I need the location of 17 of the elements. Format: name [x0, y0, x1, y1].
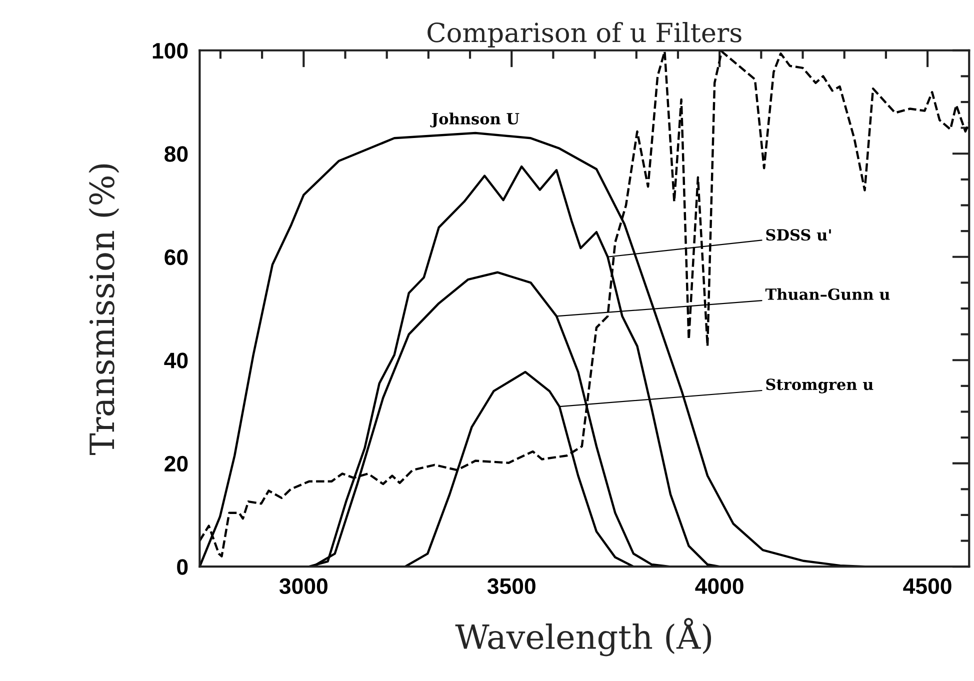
- y-tick-label: 60: [164, 249, 188, 266]
- x-tick-label: 4500: [903, 578, 952, 594]
- y-tick-label: 40: [164, 352, 188, 368]
- y-tick-label: 80: [164, 146, 188, 162]
- y-tick-label: 100: [152, 42, 188, 59]
- y-axis-title: Transmission (%): [88, 164, 120, 455]
- chart-title: Comparison of u Filters: [428, 22, 742, 48]
- x-tick-label: 3500: [487, 578, 536, 594]
- text: SDSS u': [766, 229, 831, 241]
- text: Stromgren u: [766, 378, 874, 394]
- x-tick-label: 3000: [279, 578, 328, 594]
- x-axis-title: Wavelength (Å): [455, 618, 712, 656]
- text: Thuan–Gunn u: [765, 288, 890, 300]
- series-label: Johnson U: [430, 112, 520, 128]
- y-tick-label: 20: [164, 456, 188, 472]
- y-tick-label: 0: [177, 559, 188, 575]
- x-tick-label: 4000: [695, 578, 744, 594]
